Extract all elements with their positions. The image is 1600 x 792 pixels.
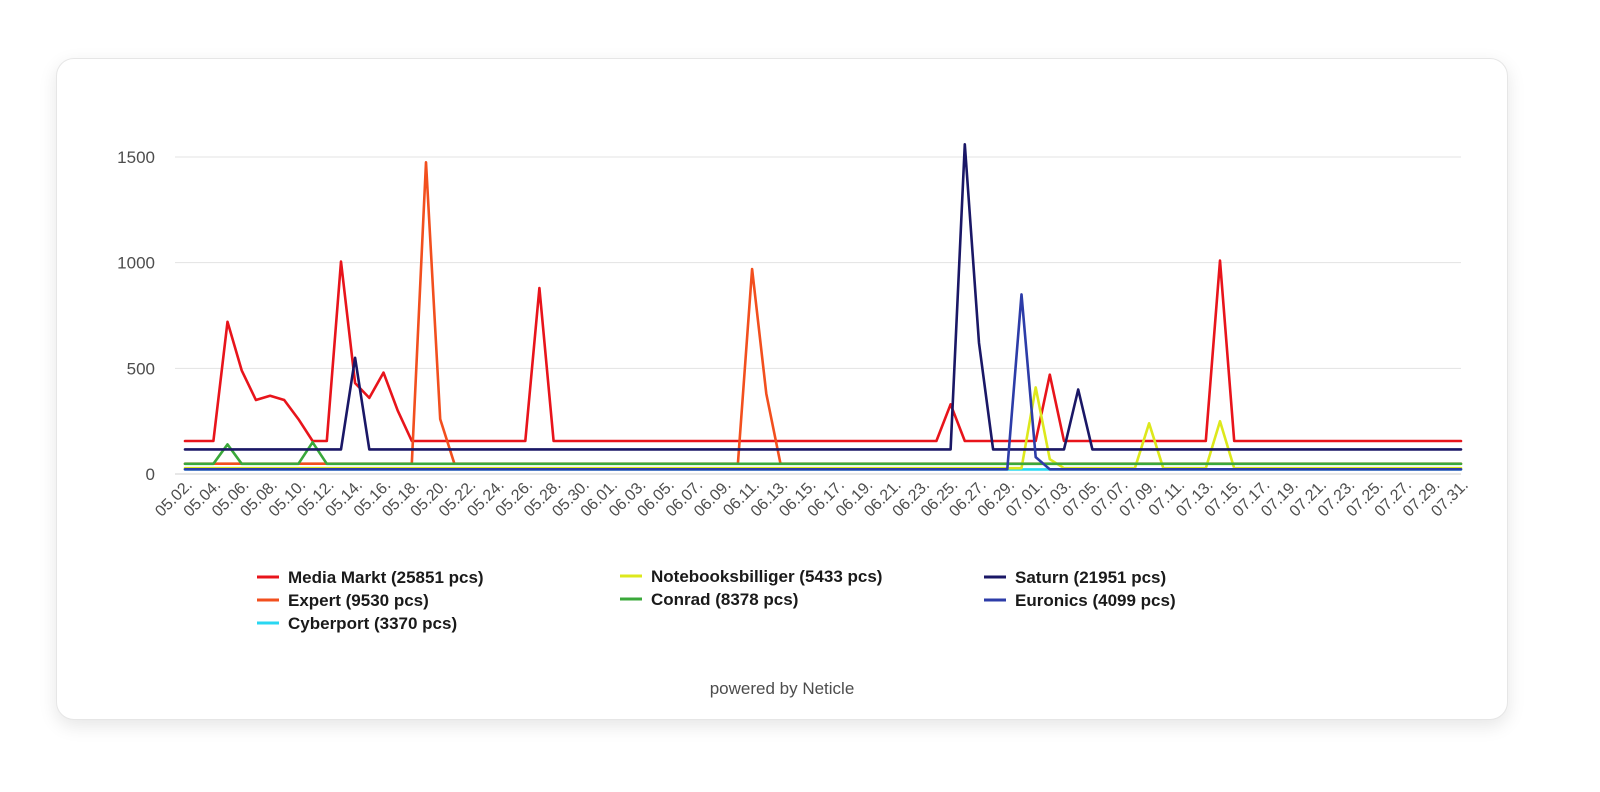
series-line xyxy=(183,386,1463,470)
legend-label: Expert (9530 pcs) xyxy=(288,591,429,610)
legend-label: Euronics (4099 pcs) xyxy=(1015,591,1176,610)
chart-card: 0 500 1000 1500 05.02. 05.04. 05.06. 05.08. 05.1… xyxy=(56,58,1508,720)
legend-label: Notebooksbilliger (5433 pcs) xyxy=(651,567,882,586)
line-chart: 05001000150005.02.05.04.05.06.05.08.05.1… xyxy=(117,143,1472,633)
y-tick-label: 1000 xyxy=(117,254,155,273)
series-line xyxy=(183,293,1463,471)
y-tick-label: 1500 xyxy=(117,148,155,167)
legend-label: Cyberport (3370 pcs) xyxy=(288,614,457,633)
powered-by-footer: powered by Neticle xyxy=(709,679,855,698)
series-line xyxy=(183,143,1463,451)
series-line xyxy=(183,161,1463,466)
y-tick-label: 0 xyxy=(146,465,155,484)
y-tick-label: 500 xyxy=(127,359,155,378)
series-line xyxy=(183,440,1463,466)
series-line xyxy=(183,259,1463,443)
legend-label: Media Markt (25851 pcs) xyxy=(288,568,484,587)
legend-label: Conrad (8378 pcs) xyxy=(651,590,798,609)
legend-label: Saturn (21951 pcs) xyxy=(1015,568,1166,587)
